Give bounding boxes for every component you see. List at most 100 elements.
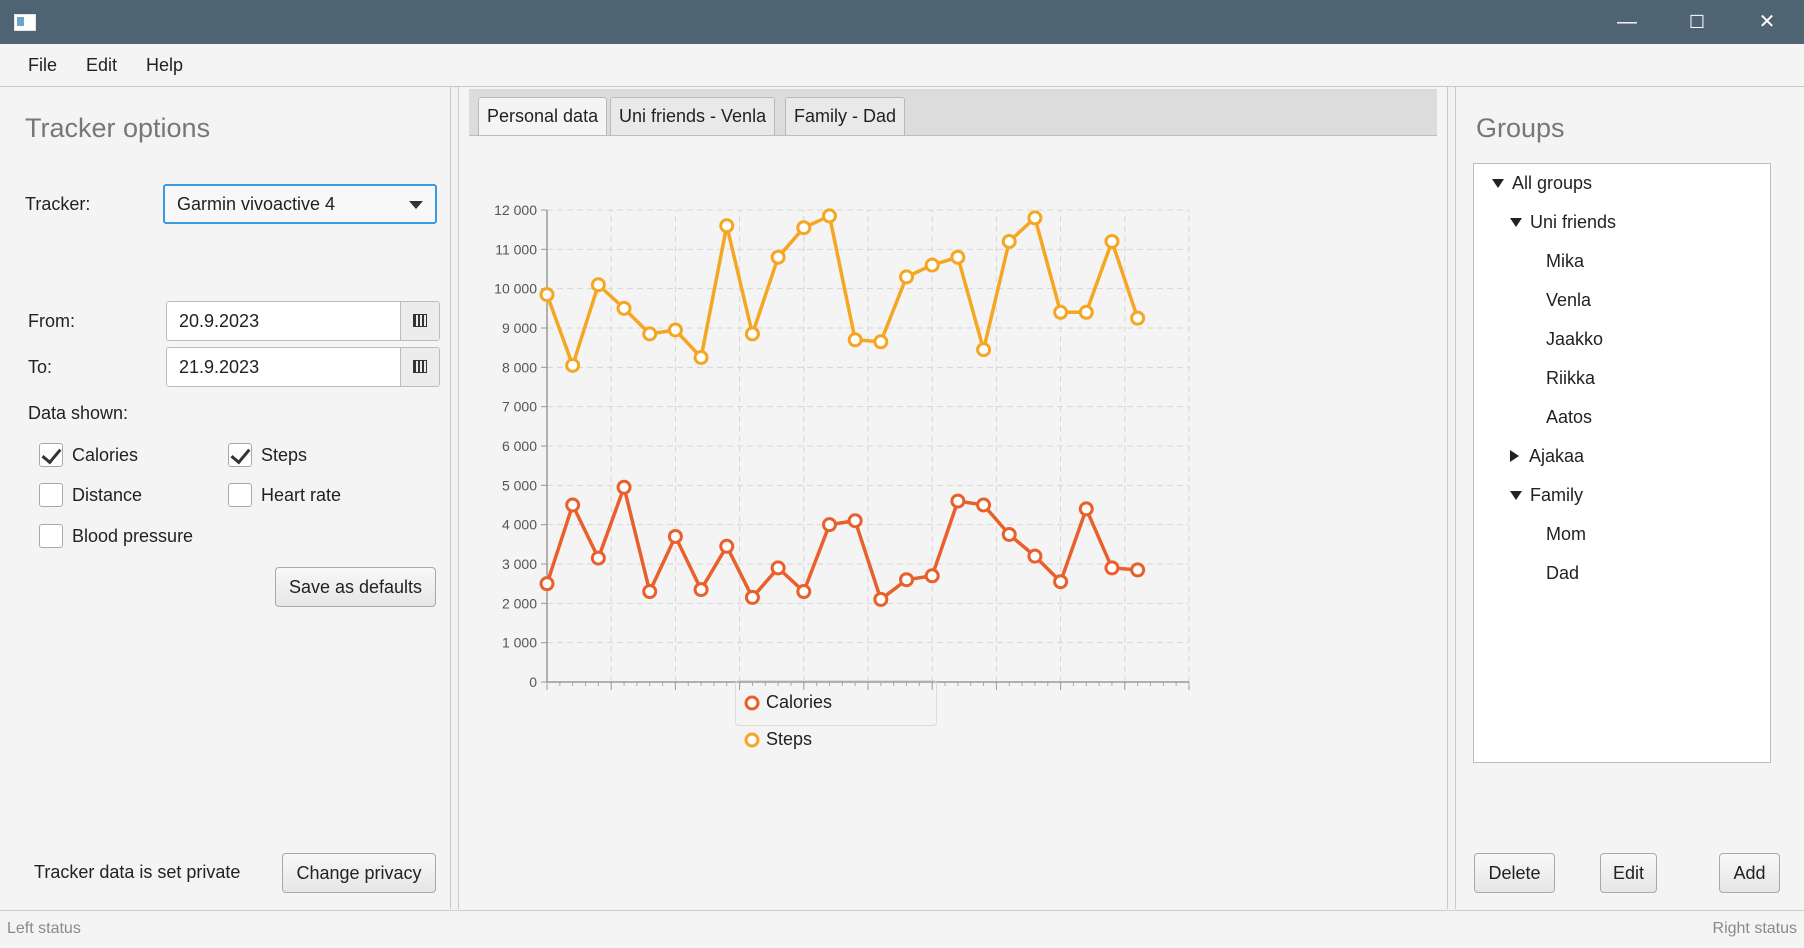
calendar-icon bbox=[413, 314, 427, 327]
left-status: Left status bbox=[7, 920, 81, 937]
calories-checkbox[interactable] bbox=[39, 443, 63, 467]
maximize-button[interactable]: ☐ bbox=[1688, 12, 1706, 32]
tree-item[interactable]: Mika bbox=[1546, 250, 1584, 272]
tab-personal-data[interactable]: Personal data bbox=[478, 97, 608, 135]
chevron-down-icon bbox=[409, 201, 423, 209]
data-point-calories bbox=[539, 576, 555, 592]
data-point-steps bbox=[1130, 310, 1146, 326]
y-tick-label: 11 000 bbox=[495, 241, 537, 257]
data-point-calories bbox=[616, 479, 632, 495]
blood-pressure-checkbox[interactable] bbox=[39, 524, 63, 548]
data-point-calories bbox=[976, 497, 992, 513]
tree-item-label: Aatos bbox=[1546, 406, 1593, 427]
to-date-value: 21.9.2023 bbox=[179, 357, 260, 377]
data-point-steps bbox=[873, 334, 889, 350]
tree-item[interactable]: Family bbox=[1510, 484, 1583, 506]
tab-uni-friends-venla[interactable]: Uni friends - Venla bbox=[610, 97, 776, 135]
chart-legend: Calories Steps bbox=[735, 680, 937, 749]
check-icon bbox=[41, 443, 62, 465]
tree-item-label: Mom bbox=[1546, 523, 1586, 544]
add-button[interactable]: Add bbox=[1719, 853, 1780, 893]
tree-item-label: All groups bbox=[1512, 172, 1593, 193]
to-calendar-button[interactable] bbox=[400, 348, 439, 386]
to-date-field[interactable]: 21.9.2023 bbox=[166, 347, 440, 387]
change-privacy-button[interactable]: Change privacy bbox=[282, 853, 436, 893]
expand-arrow-icon[interactable] bbox=[1510, 217, 1522, 227]
data-point-steps bbox=[847, 332, 863, 348]
data-point-steps bbox=[976, 342, 992, 358]
y-tick-label: 7 000 bbox=[502, 399, 537, 415]
tree-item-label: Family bbox=[1530, 484, 1583, 505]
tree-item[interactable]: Mom bbox=[1546, 523, 1586, 545]
data-point-calories bbox=[1001, 527, 1017, 542]
y-tick-label: 4 000 bbox=[502, 517, 537, 533]
legend-markers bbox=[744, 695, 760, 748]
close-button[interactable]: ✕ bbox=[1758, 11, 1776, 33]
data-point-calories bbox=[590, 550, 606, 566]
legend-label-steps: Steps bbox=[766, 729, 813, 749]
tree-item[interactable]: Ajakaa bbox=[1510, 445, 1584, 467]
save-defaults-button[interactable]: Save as defaults bbox=[275, 567, 436, 607]
data-point-steps bbox=[821, 208, 837, 224]
distance-checkbox[interactable] bbox=[39, 483, 63, 507]
tracker-options-title: Tracker options bbox=[25, 113, 211, 143]
distance-checkbox-label: Distance bbox=[72, 485, 143, 505]
collapse-arrow-icon[interactable] bbox=[1510, 450, 1519, 463]
data-point-steps bbox=[719, 218, 735, 234]
data-point-steps bbox=[590, 277, 606, 293]
data-point-steps bbox=[1027, 210, 1043, 226]
data-point-steps bbox=[1104, 233, 1120, 249]
from-calendar-button[interactable] bbox=[400, 302, 439, 340]
calendar-icon bbox=[413, 360, 427, 373]
y-tick-label: 3 000 bbox=[502, 556, 537, 572]
data-point-calories bbox=[667, 528, 683, 544]
data-point-calories bbox=[796, 584, 812, 600]
y-tick-label: 12 000 bbox=[494, 202, 537, 218]
tracker-select[interactable]: Garmin vivoactive 4 bbox=[163, 184, 437, 224]
menu-help[interactable]: Help bbox=[146, 55, 184, 75]
data-point-calories bbox=[565, 497, 581, 513]
tree-item[interactable]: Venla bbox=[1546, 289, 1591, 311]
steps-checkbox[interactable] bbox=[228, 443, 252, 467]
tree-item-label: Jaakko bbox=[1546, 328, 1604, 349]
from-date-field[interactable]: 20.9.2023 bbox=[166, 301, 440, 341]
menu-bar: File Edit Help bbox=[0, 44, 1804, 87]
from-date-value: 20.9.2023 bbox=[179, 311, 260, 331]
groups-tree[interactable]: All groups Uni friends Mika Venla Jaakko Riik… bbox=[1473, 163, 1771, 763]
tab-bar: Personal data Uni friends - Venla Family… bbox=[469, 89, 1437, 136]
tree-item-label: Venla bbox=[1546, 289, 1592, 310]
minimize-button[interactable]: — bbox=[1617, 11, 1637, 33]
legend-marker-steps bbox=[744, 732, 760, 748]
series-line-steps bbox=[545, 214, 1140, 368]
expand-arrow-icon[interactable] bbox=[1492, 178, 1504, 188]
delete-button[interactable]: Delete bbox=[1474, 853, 1555, 893]
data-point-steps bbox=[796, 220, 812, 236]
data-point-steps bbox=[950, 249, 966, 265]
tree-item[interactable]: Jaakko bbox=[1546, 328, 1603, 350]
tab-family-dad[interactable]: Family - Dad bbox=[785, 97, 906, 135]
data-point-steps bbox=[770, 249, 786, 265]
expand-arrow-icon[interactable] bbox=[1510, 490, 1522, 500]
groups-title: Groups bbox=[1476, 113, 1565, 143]
tracker-select-value: Garmin vivoactive 4 bbox=[177, 194, 336, 214]
edit-button[interactable]: Edit bbox=[1600, 853, 1657, 893]
y-tick-label: 8 000 bbox=[502, 359, 537, 375]
heart-rate-checkbox[interactable] bbox=[228, 483, 252, 507]
status-bar: Left status Right status bbox=[0, 910, 1804, 948]
right-status: Right status bbox=[1712, 920, 1797, 937]
menu-edit[interactable]: Edit bbox=[86, 55, 118, 75]
tree-item[interactable]: Aatos bbox=[1546, 406, 1592, 428]
tree-item[interactable]: Dad bbox=[1546, 562, 1579, 584]
menu-file[interactable]: File bbox=[28, 55, 58, 75]
y-tick-label: 2 000 bbox=[502, 595, 537, 611]
data-point-calories bbox=[899, 572, 915, 588]
data-point-steps bbox=[899, 269, 915, 285]
tree-item[interactable]: Uni friends bbox=[1510, 211, 1616, 233]
tree-item[interactable]: Riikka bbox=[1546, 367, 1595, 389]
data-point-steps bbox=[693, 350, 709, 365]
data-point-calories bbox=[744, 589, 760, 605]
tree-item[interactable]: All groups bbox=[1492, 172, 1592, 194]
data-point-calories bbox=[1104, 560, 1120, 576]
tree-item-label: Ajakaa bbox=[1529, 445, 1585, 466]
data-point-calories bbox=[642, 584, 658, 600]
